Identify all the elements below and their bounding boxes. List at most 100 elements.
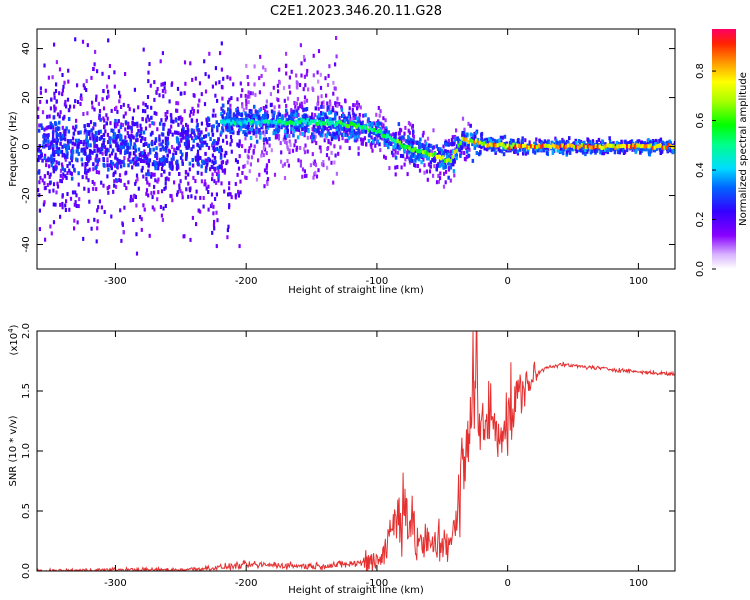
heatmap-cell bbox=[155, 146, 158, 151]
heatmap-cell bbox=[54, 202, 57, 207]
heatmap-cell bbox=[266, 110, 269, 115]
heatmap-cell bbox=[455, 128, 458, 133]
ridge-cell bbox=[639, 144, 643, 149]
heatmap-cell bbox=[152, 147, 155, 152]
heatmap-cell bbox=[154, 166, 157, 171]
heatmap-cell bbox=[348, 119, 351, 124]
heatmap-cell bbox=[168, 149, 171, 154]
heatmap-cell bbox=[124, 111, 127, 116]
heatmap-cell bbox=[169, 193, 172, 198]
heatmap-cell bbox=[607, 148, 610, 153]
heatmap-cell bbox=[181, 195, 184, 200]
heatmap-cell bbox=[357, 146, 360, 151]
heatmap-cell bbox=[214, 113, 217, 118]
heatmap-cell bbox=[208, 51, 211, 56]
heatmap-cell bbox=[445, 169, 448, 174]
heatmap-cell bbox=[106, 116, 109, 121]
ridge-cell bbox=[363, 124, 366, 129]
heatmap-cell bbox=[294, 105, 297, 109]
heatmap-cell bbox=[416, 140, 419, 145]
heatmap-cell bbox=[436, 147, 440, 151]
heatmap-cell bbox=[247, 113, 251, 118]
heatmap-cell bbox=[47, 75, 50, 80]
heatmap-cell bbox=[627, 141, 630, 146]
heatmap-cell bbox=[83, 86, 86, 91]
heatmap-cell bbox=[304, 143, 307, 148]
heatmap-cell bbox=[49, 180, 52, 185]
heatmap-cell bbox=[300, 73, 303, 78]
heatmap-cell bbox=[320, 101, 323, 106]
heatmap-cell bbox=[50, 231, 53, 236]
heatmap-cell bbox=[217, 122, 220, 127]
heatmap-cell bbox=[229, 142, 232, 147]
heatmap-cell bbox=[290, 69, 293, 74]
heatmap-cell bbox=[304, 113, 308, 118]
heatmap-cell bbox=[79, 102, 82, 106]
ridge-cell bbox=[508, 146, 511, 151]
heatmap-cell bbox=[254, 130, 258, 135]
heatmap-cell bbox=[42, 140, 45, 145]
heatmap-cell bbox=[242, 130, 245, 135]
heatmap-cell bbox=[275, 123, 278, 128]
heatmap-cell bbox=[221, 116, 225, 121]
heatmap-cell bbox=[404, 125, 407, 130]
heatmap-cell bbox=[295, 73, 298, 78]
heatmap-cell bbox=[370, 145, 373, 149]
heatmap-cell bbox=[39, 86, 42, 91]
heatmap-cell bbox=[236, 111, 239, 116]
heatmap-cell bbox=[108, 64, 111, 68]
heatmap-cell bbox=[635, 147, 638, 152]
heatmap-cell bbox=[188, 188, 192, 193]
heatmap-cell bbox=[314, 170, 317, 175]
heatmap-cell bbox=[239, 119, 242, 124]
heatmap-cell bbox=[326, 126, 329, 131]
heatmap-cell bbox=[200, 130, 203, 135]
ridge-cell bbox=[606, 143, 609, 148]
heatmap-cell bbox=[301, 127, 304, 132]
heatmap-cell bbox=[352, 116, 355, 120]
heatmap-cell bbox=[164, 140, 168, 144]
heatmap-cell bbox=[401, 154, 405, 159]
heatmap-cell bbox=[158, 93, 161, 98]
heatmap-cell bbox=[140, 135, 144, 140]
heatmap-cell bbox=[87, 168, 90, 173]
heatmap-cell bbox=[97, 101, 100, 106]
heatmap-cell bbox=[101, 71, 104, 76]
heatmap-cell bbox=[146, 180, 149, 185]
heatmap-cell bbox=[293, 114, 296, 119]
heatmap-cell bbox=[167, 177, 170, 182]
heatmap-cell bbox=[309, 135, 312, 140]
heatmap-cell bbox=[336, 96, 339, 101]
heatmap-cell bbox=[118, 160, 122, 165]
heatmap-cell bbox=[75, 204, 78, 208]
heatmap-cell bbox=[183, 234, 186, 239]
ridge-cell bbox=[431, 153, 435, 158]
heatmap-cell bbox=[96, 162, 99, 167]
heatmap-cell bbox=[196, 149, 200, 154]
heatmap-cell bbox=[77, 204, 80, 209]
heatmap-cell bbox=[264, 147, 267, 152]
heatmap-cell bbox=[211, 124, 214, 129]
heatmap-cell bbox=[85, 175, 88, 180]
heatmap-cell bbox=[226, 75, 229, 80]
heatmap-cell bbox=[647, 138, 650, 143]
heatmap-cell bbox=[99, 150, 102, 155]
heatmap-cell bbox=[229, 135, 233, 139]
ridge-cell bbox=[561, 143, 564, 148]
heatmap-cell bbox=[502, 152, 506, 157]
heatmap-cell bbox=[52, 159, 55, 164]
heatmap-cell bbox=[101, 151, 104, 156]
heatmap-cell bbox=[327, 156, 331, 161]
heatmap-cell bbox=[260, 153, 263, 158]
ridge-cell bbox=[563, 145, 566, 150]
heatmap-cell bbox=[317, 127, 320, 132]
heatmap-cell bbox=[46, 125, 49, 130]
heatmap-cell bbox=[377, 124, 380, 129]
heatmap-cell bbox=[422, 157, 425, 162]
heatmap-cell bbox=[127, 121, 130, 126]
heatmap-cell bbox=[158, 142, 161, 147]
heatmap-cell bbox=[332, 91, 335, 96]
ridge-cell bbox=[622, 143, 625, 148]
heatmap-cell bbox=[208, 158, 211, 163]
heatmap-cell bbox=[374, 143, 377, 148]
